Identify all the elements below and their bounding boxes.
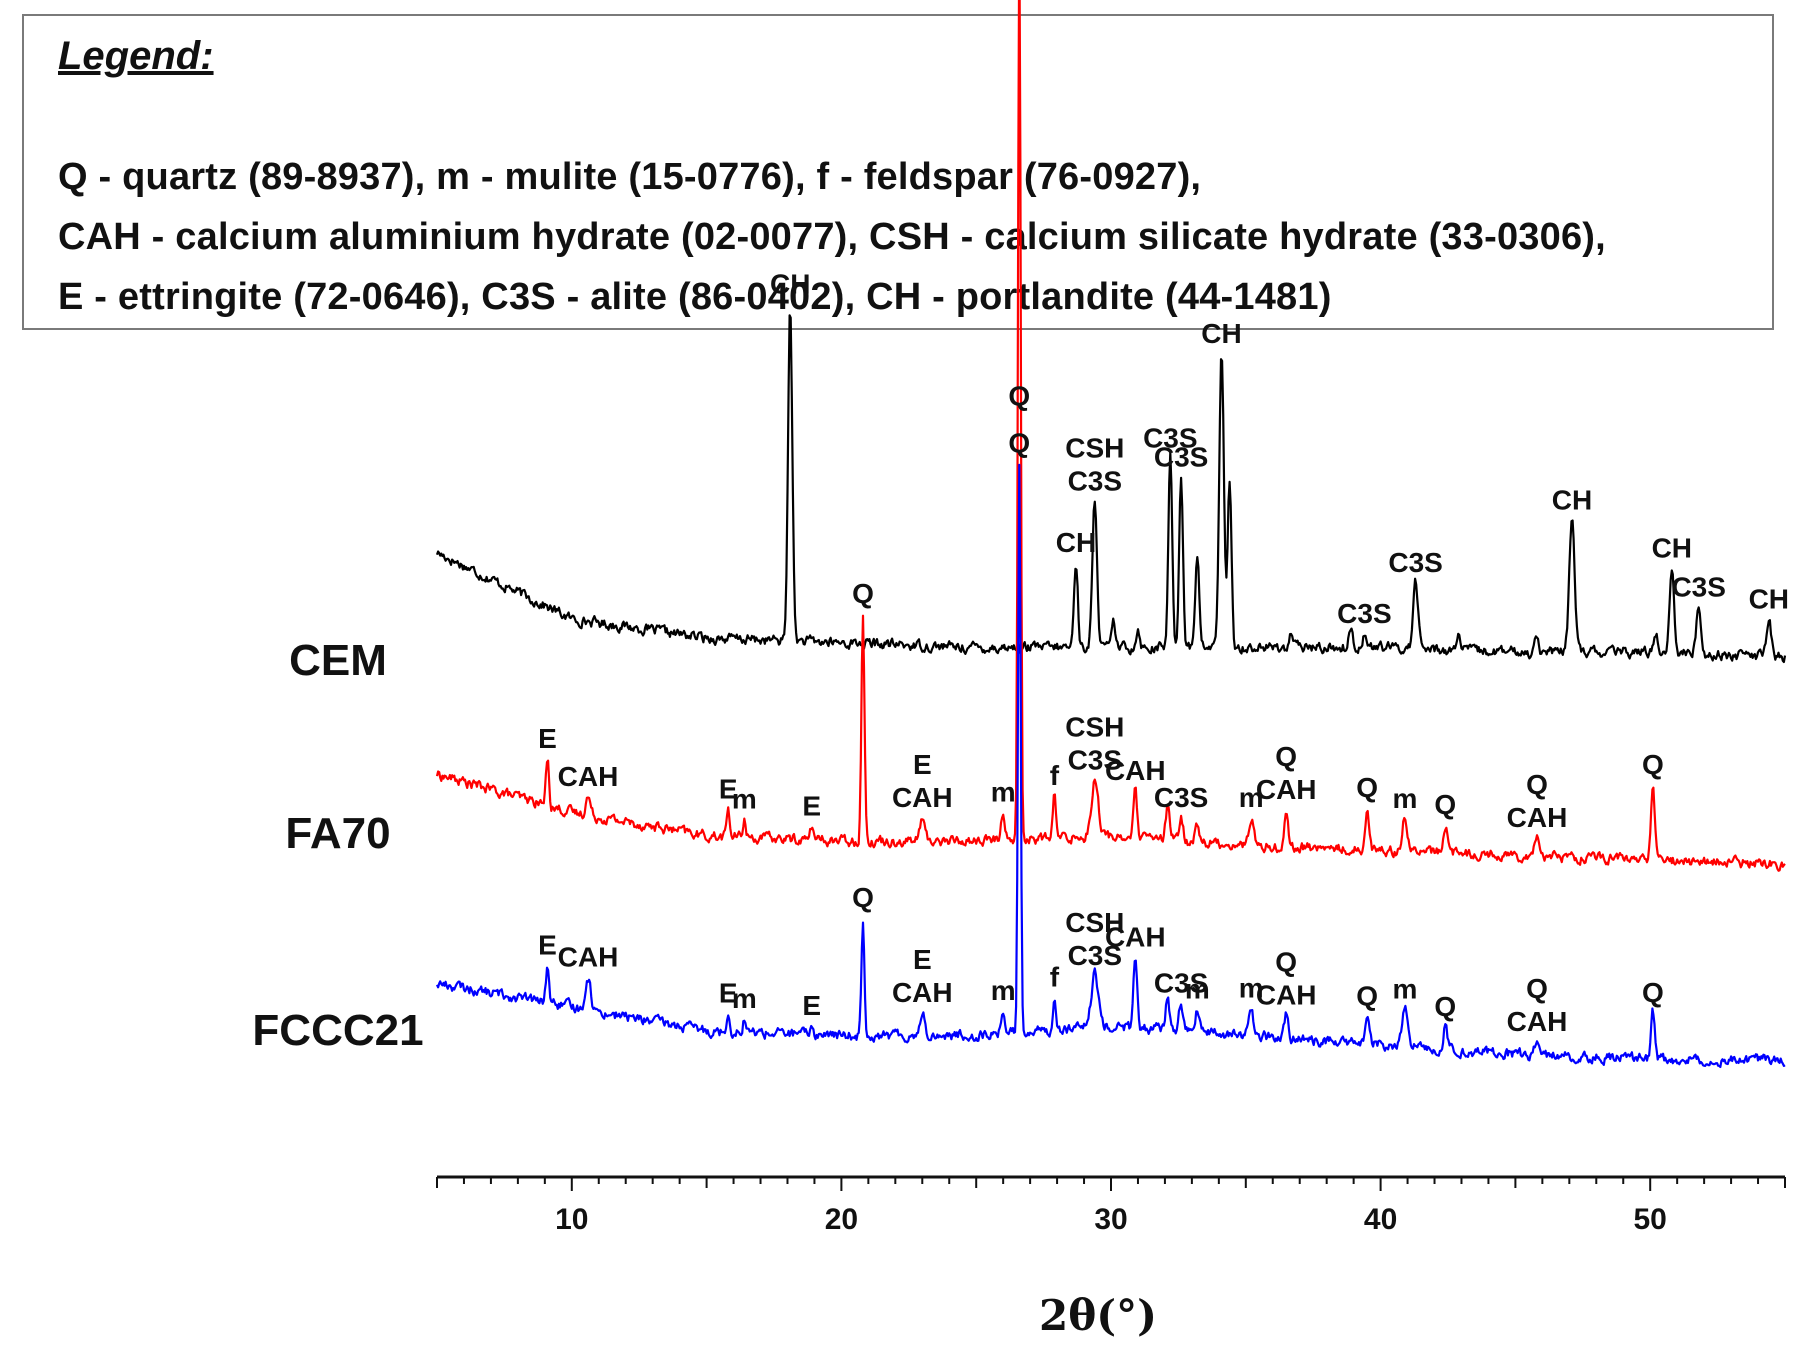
- peak-label: CH: [1652, 533, 1692, 564]
- series-line-fa70: [435, 0, 1786, 872]
- peak-label: CH: [1552, 484, 1592, 515]
- peak-label: C3S: [1154, 442, 1208, 473]
- peak-label: m: [1239, 782, 1264, 813]
- peak-label: E: [913, 749, 932, 780]
- series-line-fccc21: [435, 463, 1786, 1069]
- x-axis: 10 20 30 40 50: [436, 1175, 1786, 1236]
- x-tick-label: 30: [1094, 1203, 1127, 1236]
- peak-label: C3S: [1671, 572, 1725, 603]
- peak-label: m: [991, 975, 1016, 1006]
- peak-label: CAH: [1507, 802, 1568, 833]
- peak-label: Q: [1434, 789, 1456, 820]
- peak-label: E: [719, 978, 738, 1009]
- peak-label: CSH: [1065, 907, 1124, 938]
- peak-label: Q: [1526, 769, 1548, 800]
- peak-label: CAH: [1256, 980, 1317, 1011]
- peak-label: CAH: [1256, 774, 1317, 805]
- peak-label: CAH: [1105, 922, 1166, 953]
- peak-label: Q: [1008, 428, 1030, 459]
- legend-line: E - ettringite (72-0646), C3S - alite (8…: [58, 276, 1332, 318]
- peak-label: E: [802, 990, 821, 1021]
- peak-label: C3S: [1068, 465, 1122, 496]
- series-label: FA70: [285, 809, 390, 858]
- peak-label: CSH: [1065, 432, 1124, 463]
- peak-label: CAH: [1507, 1006, 1568, 1037]
- peak-label: Q: [852, 578, 874, 609]
- legend-line: Q - quartz (89-8937), m - mulite (15-077…: [58, 156, 1202, 198]
- peak-label: CAH: [892, 782, 953, 813]
- peak-label: C3S: [1337, 598, 1391, 629]
- peak-label: C3S: [1143, 423, 1197, 454]
- peak-label: C3S: [1388, 547, 1442, 578]
- peak-label: Q: [1526, 973, 1548, 1004]
- peak-label: CH: [770, 269, 810, 300]
- peak-label: m: [732, 783, 757, 814]
- peak-label: Q: [1434, 991, 1456, 1022]
- peak-label: Q: [852, 882, 874, 913]
- legend-line: CAH - calcium aluminium hydrate (02-0077…: [58, 216, 1606, 258]
- peak-label: Q: [1356, 772, 1378, 803]
- peak-label: f: [1050, 760, 1060, 791]
- peak-label: CAH: [558, 942, 619, 973]
- peak-label: E: [538, 930, 557, 961]
- peak-label: CAH: [892, 977, 953, 1008]
- peak-label: C3S: [1154, 782, 1208, 813]
- x-axis-title: 2θ(°): [1039, 1291, 1157, 1340]
- peak-label: E: [802, 791, 821, 822]
- series-label: FCCC21: [252, 1006, 423, 1055]
- series-line-cem: [435, 314, 1787, 664]
- peak-label: CH: [1056, 527, 1096, 558]
- legend-title: Legend:: [58, 34, 214, 78]
- peak-label: CSH: [1065, 712, 1124, 743]
- x-tick-label: 20: [825, 1203, 858, 1236]
- peak-label: Q: [1275, 947, 1297, 978]
- peak-label: C3S: [1068, 745, 1122, 776]
- peak-label: CH: [1749, 583, 1789, 614]
- x-tick-label: 50: [1634, 1203, 1667, 1236]
- peak-label: Q: [1275, 741, 1297, 772]
- peak-label: Q: [1356, 981, 1378, 1012]
- x-tick-label: 40: [1364, 1203, 1397, 1236]
- peak-label: Q: [1642, 977, 1664, 1008]
- peak-label: Q: [1008, 380, 1030, 411]
- legend-box: Legend: Q - quartz (89-8937), m - mulite…: [22, 14, 1774, 330]
- peak-label: m: [1185, 973, 1210, 1004]
- peak-label: m: [1392, 783, 1417, 814]
- peak-label: E: [719, 773, 738, 804]
- peak-label: E: [913, 944, 932, 975]
- peak-label: m: [732, 983, 757, 1014]
- series-layer: [435, 0, 1787, 1069]
- peak-label: C3S: [1154, 967, 1208, 998]
- x-tick-label: 10: [555, 1203, 588, 1236]
- peak-label: f: [1050, 962, 1060, 993]
- peak-label: CAH: [1105, 755, 1166, 786]
- series-label: CEM: [289, 636, 387, 685]
- peak-label: m: [1392, 974, 1417, 1005]
- peak-label: CAH: [558, 761, 619, 792]
- peak-label: m: [1239, 972, 1264, 1003]
- peak-label: Q: [1642, 749, 1664, 780]
- peak-label: C3S: [1068, 940, 1122, 971]
- peak-label: E: [538, 723, 557, 754]
- peak-label: CH: [1201, 318, 1241, 349]
- peak-label: m: [991, 776, 1016, 807]
